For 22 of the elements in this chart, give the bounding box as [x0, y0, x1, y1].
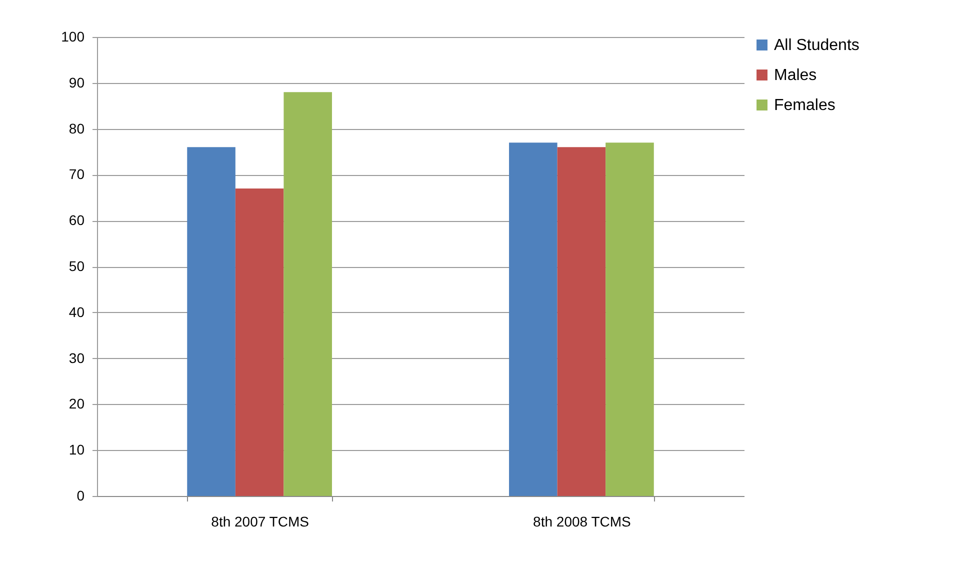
y-tick-label: 30	[68, 350, 85, 366]
y-tick-label: 70	[68, 166, 85, 182]
bar	[509, 142, 558, 496]
y-tick-label: 80	[68, 120, 85, 136]
x-tick-label: 8th 2007 TCMS	[211, 514, 309, 530]
y-tick-label: 40	[68, 304, 85, 320]
legend-label: Males	[774, 67, 817, 84]
bar	[606, 142, 654, 496]
legend-label: All Students	[774, 37, 860, 54]
y-tick-label: 60	[68, 212, 85, 228]
y-tick-label: 0	[76, 488, 85, 504]
y-tick-label: 90	[68, 74, 85, 90]
y-tick-label: 10	[68, 442, 85, 458]
y-tick-label: 100	[61, 28, 85, 44]
bar	[284, 92, 332, 496]
bar	[235, 188, 284, 496]
bar	[187, 147, 236, 496]
y-tick-label: 20	[68, 396, 85, 412]
legend-label: Females	[774, 97, 836, 114]
x-tick-label: 8th 2008 TCMS	[533, 514, 631, 530]
y-tick-label: 50	[68, 258, 85, 274]
bar	[557, 147, 606, 496]
